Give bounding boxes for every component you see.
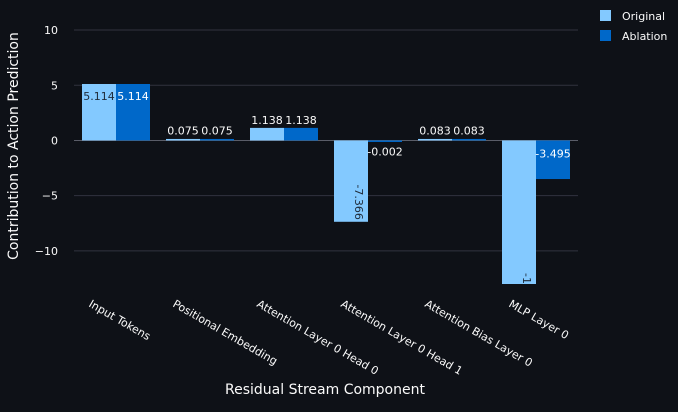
data-label: 0.083: [453, 124, 485, 137]
legend[interactable]: Original Ablation: [600, 10, 667, 43]
x-tick-label: MLP Layer 0: [507, 297, 571, 342]
bar[interactable]: [334, 140, 368, 222]
y-tick-label: 5: [51, 79, 58, 92]
data-label: -1: [520, 273, 533, 284]
bar[interactable]: [250, 127, 284, 141]
y-tick-label: −5: [42, 190, 58, 203]
x-axis-label: Residual Stream Component: [225, 382, 425, 398]
data-label: 1.138: [285, 114, 317, 127]
y-tick-label: 0: [51, 134, 58, 147]
legend-swatch: [600, 30, 611, 41]
data-label: 5.114: [117, 90, 149, 103]
bar[interactable]: [502, 140, 536, 284]
y-axis-label: Contribution to Action Prediction: [6, 32, 22, 260]
data-label: 1.138: [251, 114, 283, 127]
data-labels-layer: 5.114 5.114 0.075 0.075 1.138 1.138 -7.366 -0.0…: [83, 90, 570, 284]
data-label: 0.075: [201, 124, 233, 137]
bar[interactable]: [536, 140, 570, 180]
bar[interactable]: [368, 140, 402, 142]
bar[interactable]: [166, 138, 200, 141]
bar[interactable]: [418, 138, 452, 141]
legend-label: Ablation: [622, 30, 667, 43]
bar[interactable]: [82, 83, 116, 141]
data-label: 0.083: [419, 124, 451, 137]
legend-item[interactable]: Ablation: [600, 30, 667, 43]
y-axis-ticks: 10 5 0 −5 −10: [35, 24, 58, 258]
data-label: -0.002: [367, 145, 402, 158]
bar[interactable]: [116, 83, 150, 141]
legend-swatch: [600, 10, 611, 21]
bar[interactable]: [200, 138, 234, 141]
bar[interactable]: [284, 127, 318, 141]
legend-label: Original: [622, 10, 665, 23]
y-tick-label: 10: [44, 24, 58, 37]
data-label: 0.075: [167, 124, 199, 137]
data-label: -3.495: [535, 147, 570, 160]
bar[interactable]: [452, 138, 486, 141]
bars-layer: [82, 83, 570, 284]
data-label: 5.114: [83, 90, 115, 103]
data-label: -7.366: [352, 184, 365, 219]
y-tick-label: −10: [35, 245, 58, 258]
x-axis-ticks: Input Tokens Positional EmbeddingAttentio…: [87, 297, 571, 377]
grid-layer: [74, 29, 578, 252]
legend-item[interactable]: Original: [600, 10, 665, 23]
x-tick-label: Input Tokens: [87, 297, 153, 343]
